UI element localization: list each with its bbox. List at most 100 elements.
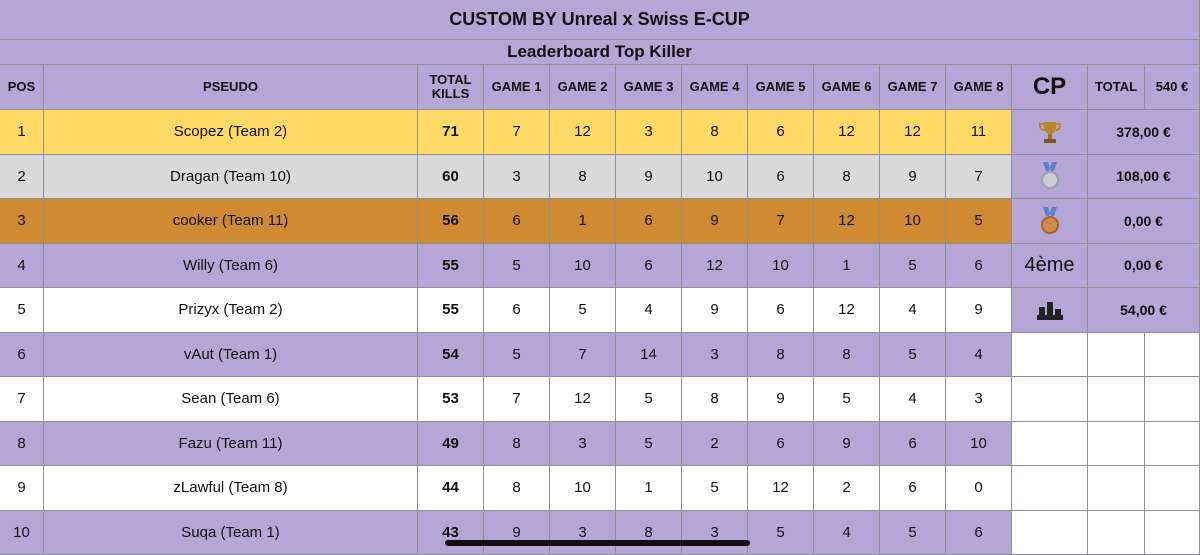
- cell: 5: [880, 244, 946, 289]
- empty-cell: [1012, 511, 1088, 555]
- subtitle: Leaderboard Top Killer: [0, 40, 1200, 65]
- cell: 6: [880, 422, 946, 467]
- cell: 4: [946, 333, 1012, 378]
- cell: 9: [814, 422, 880, 467]
- column-header: GAME 6: [814, 65, 880, 110]
- prize-icon: [1012, 110, 1088, 155]
- cell: 3: [616, 110, 682, 155]
- column-header: GAME 5: [748, 65, 814, 110]
- player-name: Scopez (Team 2): [44, 110, 418, 155]
- cell: 1: [550, 199, 616, 244]
- cell: 10: [550, 244, 616, 289]
- cell: 6: [484, 199, 550, 244]
- cell: 44: [418, 466, 484, 511]
- cell: 9: [946, 288, 1012, 333]
- cell: 10: [880, 199, 946, 244]
- cell: 5: [748, 511, 814, 555]
- player-name: vAut (Team 1): [44, 333, 418, 378]
- cell: 8: [0, 422, 44, 467]
- cell: 55: [418, 288, 484, 333]
- cell: 6: [748, 155, 814, 200]
- cell: 3: [682, 333, 748, 378]
- home-indicator: [445, 540, 750, 546]
- cell: 9: [0, 466, 44, 511]
- cell: 55: [418, 244, 484, 289]
- cell: 4: [880, 377, 946, 422]
- cell: 5: [616, 377, 682, 422]
- cell: 7: [0, 377, 44, 422]
- cell: 11: [946, 110, 1012, 155]
- column-header: GAME 8: [946, 65, 1012, 110]
- cell: 3: [682, 511, 748, 555]
- empty-cell: [1012, 466, 1088, 511]
- cell: 6: [616, 244, 682, 289]
- cell: 9: [682, 288, 748, 333]
- prize-amount: 108,00 €: [1088, 155, 1200, 200]
- player-name: Fazu (Team 11): [44, 422, 418, 467]
- empty-cell: [1088, 333, 1145, 378]
- cell: 7: [748, 199, 814, 244]
- cell: 8: [484, 466, 550, 511]
- prize-icon: [1012, 288, 1088, 333]
- cell: 5: [880, 333, 946, 378]
- cell: 56: [418, 199, 484, 244]
- column-header: GAME 4: [682, 65, 748, 110]
- cell: 7: [550, 333, 616, 378]
- empty-cell: [1145, 422, 1200, 467]
- cell: 12: [814, 110, 880, 155]
- empty-cell: [1088, 377, 1145, 422]
- cell: 0: [946, 466, 1012, 511]
- cell: 9: [880, 155, 946, 200]
- column-header: GAME 7: [880, 65, 946, 110]
- empty-cell: [1145, 377, 1200, 422]
- prize-amount: 0,00 €: [1088, 199, 1200, 244]
- player-name: Prizyx (Team 2): [44, 288, 418, 333]
- cell: 6: [0, 333, 44, 378]
- cell: 6: [880, 466, 946, 511]
- player-name: Dragan (Team 10): [44, 155, 418, 200]
- empty-cell: [1145, 333, 1200, 378]
- empty-cell: [1012, 422, 1088, 467]
- player-name: cooker (Team 11): [44, 199, 418, 244]
- cell: 9: [748, 377, 814, 422]
- cell: 12: [880, 110, 946, 155]
- cell: 1: [616, 466, 682, 511]
- cell: 6: [748, 110, 814, 155]
- cell: 14: [616, 333, 682, 378]
- cell: 3: [550, 511, 616, 555]
- cell: 8: [682, 377, 748, 422]
- cell: 6: [616, 199, 682, 244]
- empty-cell: [1088, 422, 1145, 467]
- cell: 10: [682, 155, 748, 200]
- prize-header: CP: [1012, 65, 1088, 110]
- empty-cell: [1088, 511, 1145, 555]
- cell: 5: [0, 288, 44, 333]
- prize-icon: [1012, 199, 1088, 244]
- empty-cell: [1145, 466, 1200, 511]
- cell: 8: [814, 155, 880, 200]
- cell: 6: [748, 422, 814, 467]
- column-header: GAME 1: [484, 65, 550, 110]
- column-header: TOTAL KILLS: [418, 65, 484, 110]
- cell: 4: [814, 511, 880, 555]
- cell: 7: [946, 155, 1012, 200]
- cell: 7: [484, 377, 550, 422]
- cell: 8: [682, 110, 748, 155]
- cell: 10: [0, 511, 44, 555]
- cell: 2: [682, 422, 748, 467]
- cell: 9: [682, 199, 748, 244]
- cell: 12: [682, 244, 748, 289]
- column-header: POS: [0, 65, 44, 110]
- cell: 3: [946, 377, 1012, 422]
- prize-icon: [1012, 155, 1088, 200]
- prize-header: 540 €: [1145, 65, 1200, 110]
- cell: 3: [0, 199, 44, 244]
- cell: 2: [814, 466, 880, 511]
- prize-amount: 54,00 €: [1088, 288, 1200, 333]
- cell: 10: [550, 466, 616, 511]
- cell: 5: [484, 333, 550, 378]
- empty-cell: [1088, 466, 1145, 511]
- cell: 8: [616, 511, 682, 555]
- cell: 12: [814, 199, 880, 244]
- cell: 5: [550, 288, 616, 333]
